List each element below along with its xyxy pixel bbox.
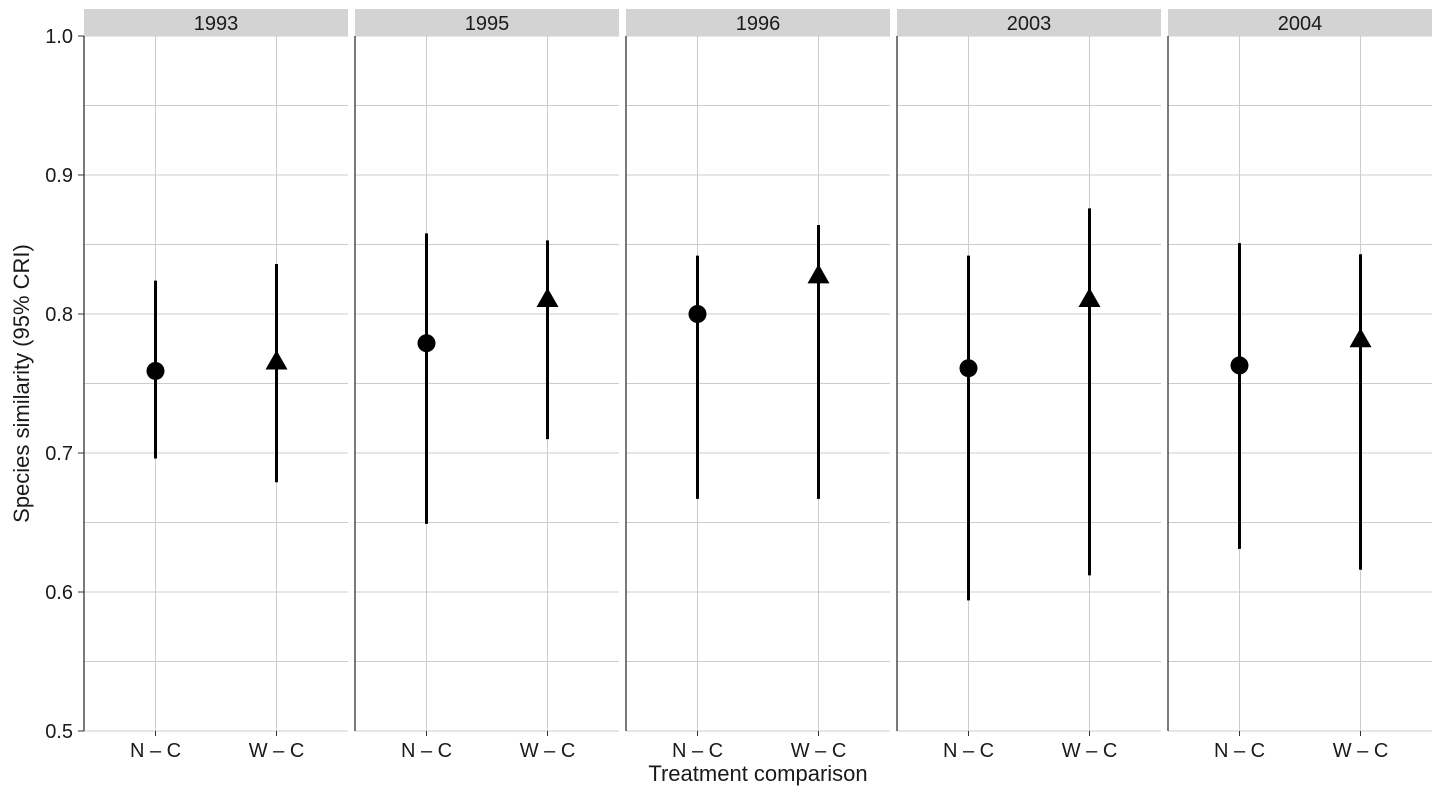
y-tick-label: 0.5 <box>45 721 73 743</box>
point-triangle <box>265 350 288 370</box>
x-tick-label: N – C <box>943 740 994 762</box>
y-tick-label: 1.0 <box>45 26 73 48</box>
x-tick-label: W – C <box>1062 740 1118 762</box>
point-circle <box>959 359 978 378</box>
panels-layer: 1993 1995 1996 2003 2004 <box>83 9 1432 731</box>
facet-strip <box>355 9 619 36</box>
marks-layer <box>146 208 1372 601</box>
y-tick-label: 0.6 <box>45 582 73 604</box>
x-tick-label: N – C <box>672 740 723 762</box>
x-tick-label: W – C <box>249 740 305 762</box>
facet-label: 1993 <box>194 13 239 35</box>
x-tick-label: N – C <box>401 740 452 762</box>
x-tick-label: N – C <box>1214 740 1265 762</box>
facet-strip <box>1168 9 1432 36</box>
point-circle <box>1230 356 1249 375</box>
x-tick-label: N – C <box>130 740 181 762</box>
facet-strip <box>897 9 1161 36</box>
point-circle <box>146 361 165 380</box>
x-tick-label: W – C <box>791 740 847 762</box>
point-circle <box>417 334 436 353</box>
y-axis-title: Species similarity (95% CRI) <box>9 244 34 523</box>
facet-strip <box>626 9 890 36</box>
facet-label: 2003 <box>1007 13 1052 35</box>
facet-strip <box>84 9 348 36</box>
x-tick-label: W – C <box>520 740 576 762</box>
grid-layer <box>84 35 1432 732</box>
x-axis-title: Treatment comparison <box>648 761 867 786</box>
facet-label: 1996 <box>736 13 781 35</box>
point-triangle <box>536 287 559 307</box>
y-tick-label: 0.7 <box>45 443 73 465</box>
point-triangle <box>1349 328 1372 348</box>
point-circle <box>688 305 707 323</box>
point-triangle <box>1078 287 1101 307</box>
facet-label: 1995 <box>465 13 510 35</box>
facet-label: 2004 <box>1278 13 1323 35</box>
y-tick-label: 0.9 <box>45 165 73 187</box>
x-tick-label: W – C <box>1333 740 1389 762</box>
y-axis: 0.5 0.6 0.7 0.8 0.9 1.0 N – C W – C N – C W – C N … <box>45 26 1388 762</box>
point-triangle <box>807 264 830 284</box>
y-tick-label: 0.8 <box>45 304 73 326</box>
